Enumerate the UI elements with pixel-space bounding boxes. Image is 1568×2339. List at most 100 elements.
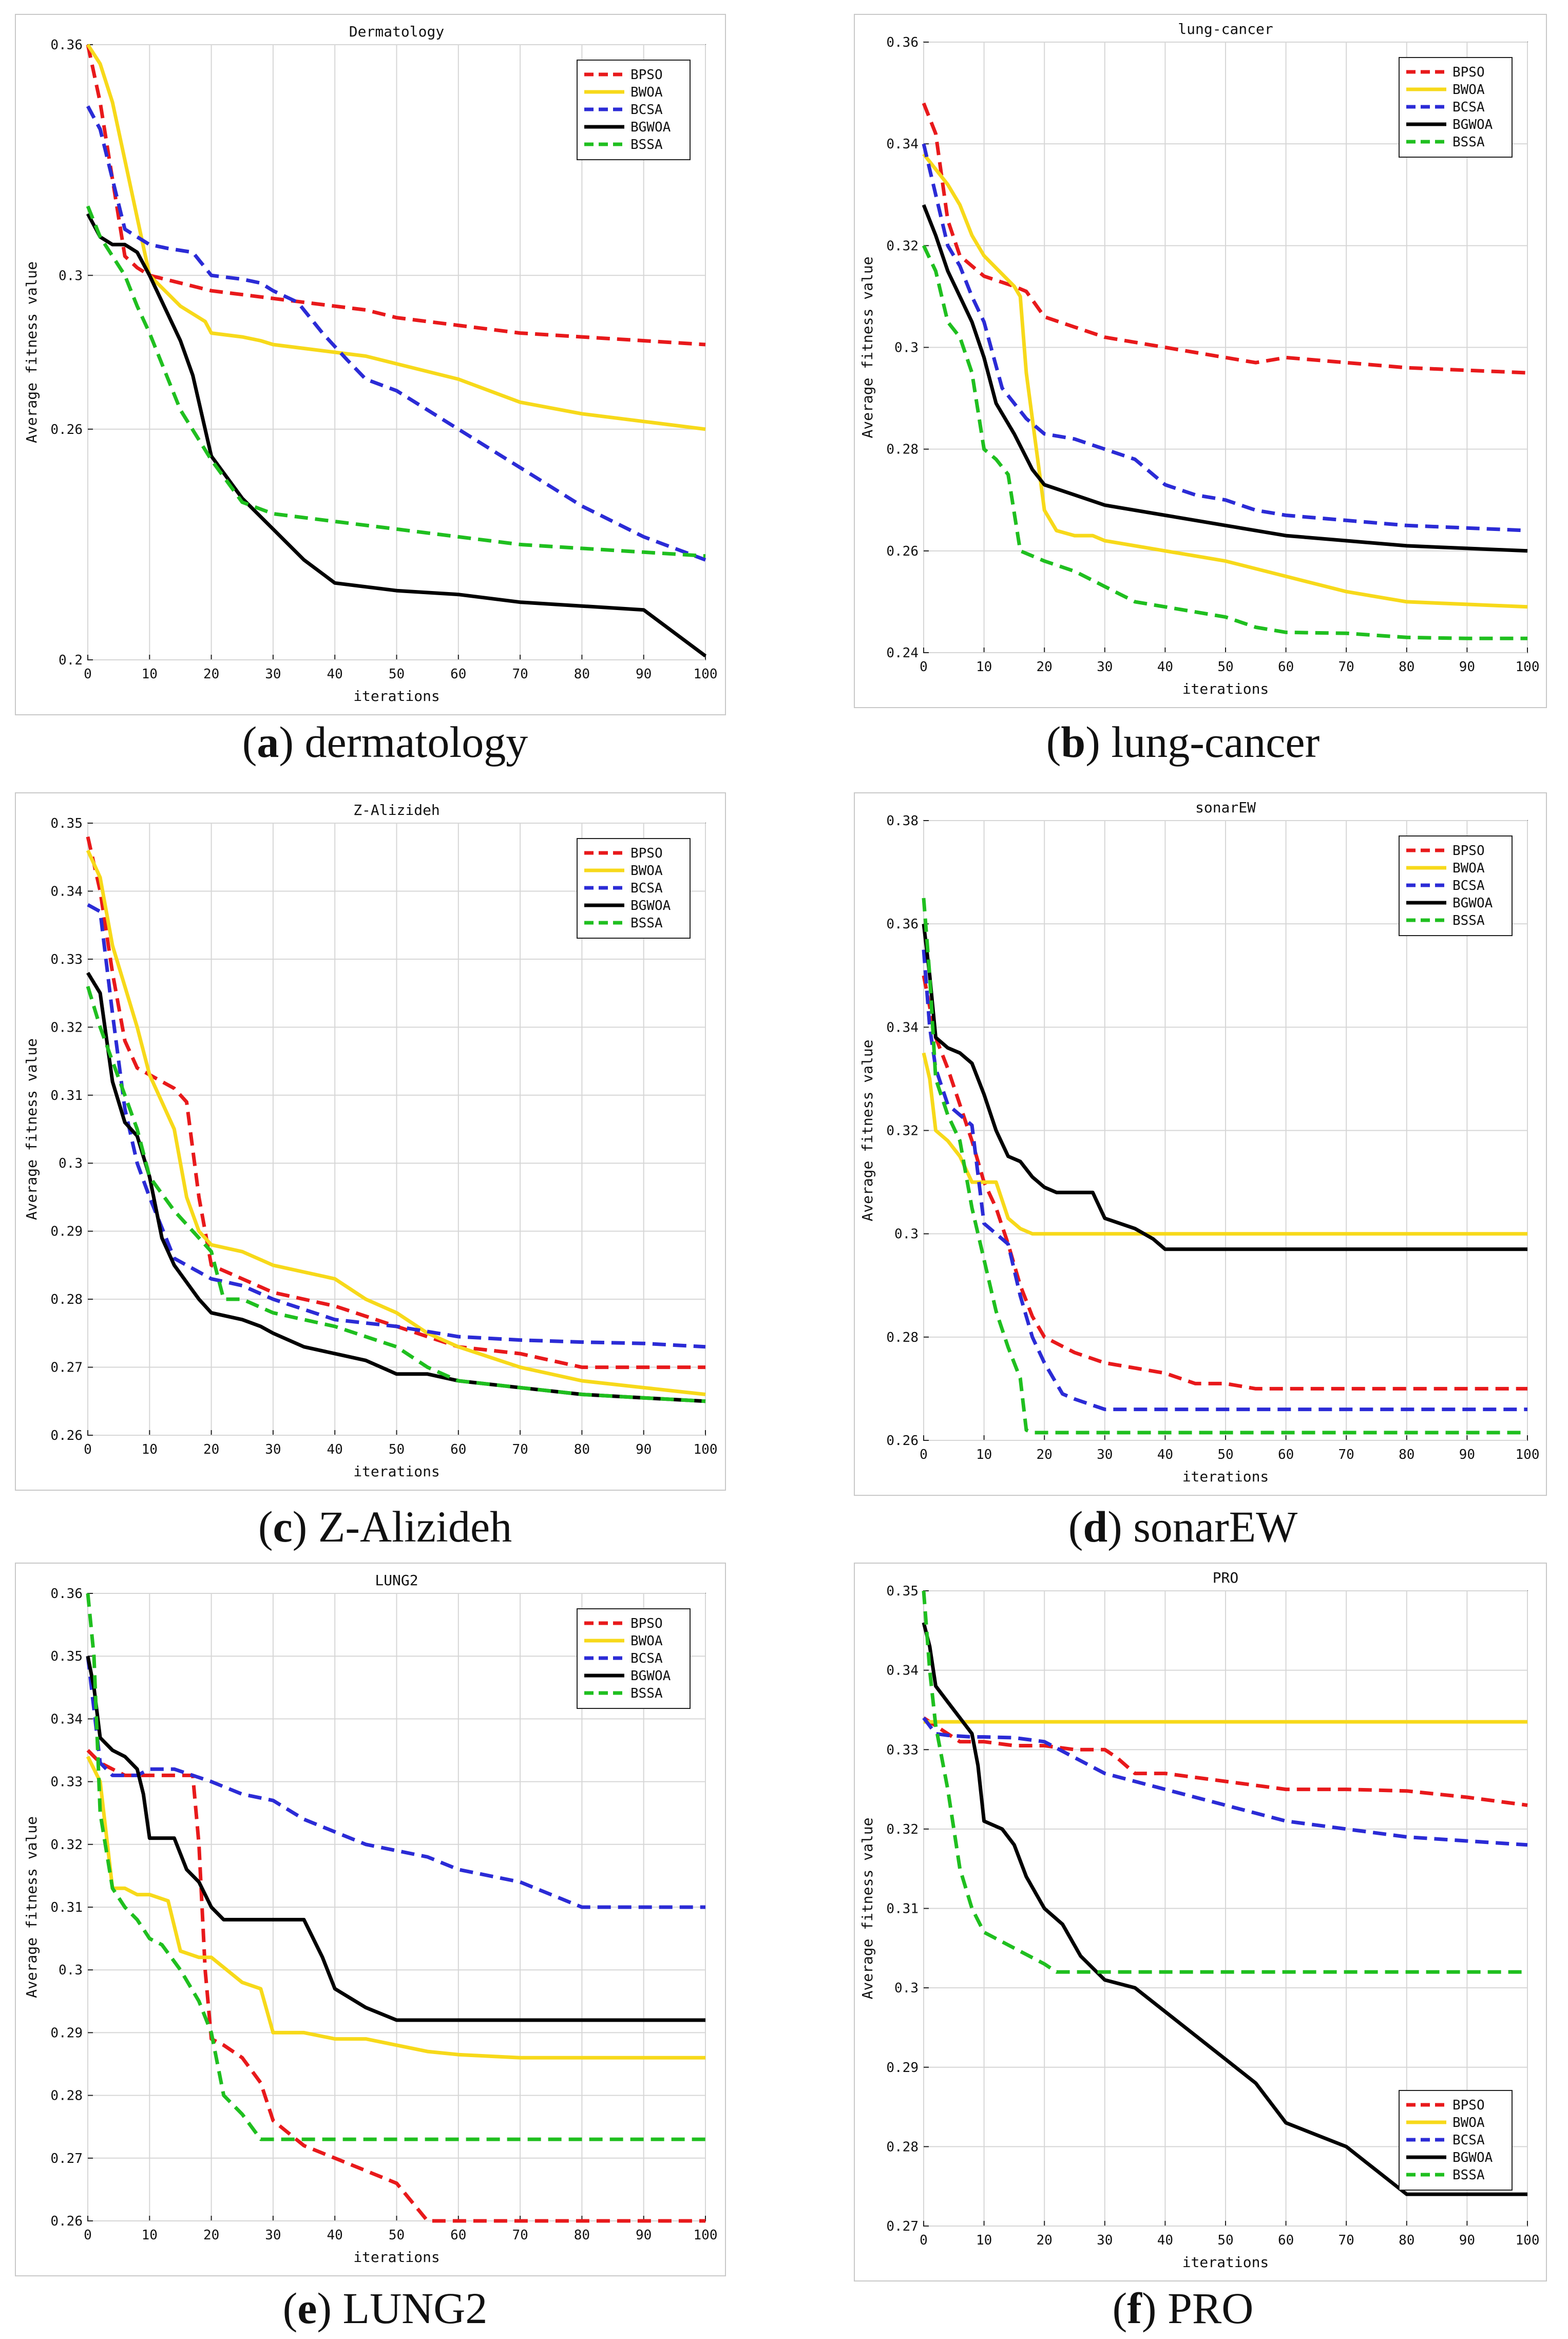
x-tick-label: 30: [265, 1442, 281, 1457]
y-tick-label: 0.26: [50, 2214, 83, 2229]
legend-box: [577, 60, 691, 160]
chart-svg-lung-cancer: 0 10 20 30 40 50 60 70 80 90 100 0.24 0.26 0.28 0.3 0.3…: [854, 14, 1547, 708]
series-line-bssa: [86, 985, 706, 1403]
series-line-bpso: [922, 975, 1527, 1391]
x-tick-label: 80: [574, 1442, 590, 1457]
x-tick-label: 90: [1459, 659, 1475, 675]
x-tick-label: 90: [1459, 2233, 1475, 2248]
series-line-bgwoa: [86, 1656, 705, 2022]
x-tick-label: 50: [1217, 2233, 1233, 2248]
legend-label-bgwoa: BGWOA: [630, 1668, 671, 1684]
x-tick-label: 60: [1278, 1447, 1294, 1462]
series-line-bssa: [86, 205, 706, 558]
y-tick-label: 0.32: [886, 1822, 919, 1837]
x-tick-label: 30: [1097, 2233, 1113, 2248]
x-tick-label: 10: [142, 667, 158, 682]
series-line-bcsa: [922, 1717, 1528, 1847]
chart-panel-lung-cancer: 0 10 20 30 40 50 60 70 80 90 100 0.24 0.26 0.28 0.3 0.3…: [854, 14, 1547, 708]
chart-svg-pro: 0 10 20 30 40 50 60 70 80 90 100 0.27 0.28 0.29 0.3 0.3…: [854, 1563, 1547, 2281]
legend-box: [1399, 835, 1513, 936]
x-tick-label: 40: [327, 667, 343, 682]
x-tick-label: 0: [920, 1447, 928, 1462]
x-tick-label: 70: [512, 2228, 528, 2243]
series-line-bpso: [86, 836, 705, 1370]
y-axis-label: Average fitness value: [23, 1038, 40, 1220]
x-tick-label: 20: [203, 667, 219, 682]
y-tick-label: 0.27: [886, 2219, 919, 2234]
legend-label-bssa: BSSA: [630, 1686, 663, 1701]
caption-sonarew: (d) sonarEW: [1068, 1502, 1298, 1551]
x-tick-label: 60: [1278, 659, 1294, 675]
y-axis-label: Average fitness value: [23, 261, 40, 443]
x-tick-label: 10: [142, 1442, 158, 1457]
y-tick-label: 0.36: [886, 35, 919, 50]
legend-label-bwoa: BWOA: [1452, 861, 1485, 876]
x-tick-label: 50: [1217, 659, 1233, 675]
y-tick-label: 0.34: [50, 884, 83, 899]
y-tick-label: 0.32: [886, 238, 919, 254]
series-line-bpso: [86, 1749, 705, 2223]
y-tick-label: 0.3: [894, 1227, 919, 1242]
legend-label-bgwoa: BGWOA: [630, 120, 671, 135]
x-tick-label: 80: [574, 2228, 590, 2243]
x-tick-label: 100: [694, 2228, 718, 2243]
chart-panel-pro: 0 10 20 30 40 50 60 70 80 90 100 0.27 0.28 0.29 0.3 0.3…: [854, 1563, 1547, 2281]
series-line-bwoa: [922, 1052, 1527, 1236]
y-axis-label: Average fitness value: [859, 1817, 876, 1999]
x-axis-label: iterations: [1182, 680, 1269, 697]
legend-label-bcsa: BCSA: [630, 881, 663, 896]
y-tick-label: 0.28: [886, 442, 919, 458]
y-tick-label: 0.32: [50, 1837, 83, 1853]
y-tick-label: 0.2: [59, 653, 83, 668]
x-tick-label: 0: [84, 2228, 92, 2243]
x-tick-label: 30: [1097, 1447, 1113, 1462]
x-tick-label: 10: [976, 2233, 992, 2248]
x-tick-label: 100: [1516, 2233, 1540, 2248]
legend-label-bwoa: BWOA: [630, 863, 663, 879]
legend-box: [1399, 2090, 1513, 2191]
x-tick-label: 0: [920, 2233, 928, 2248]
legend-label-bwoa: BWOA: [630, 1633, 663, 1649]
x-tick-label: 10: [976, 659, 992, 675]
chart-panel-sonarew: 0 10 20 30 40 50 60 70 80 90 100 0.26 0.28 0.3 0.32 0.3…: [854, 792, 1547, 1496]
chart-panel-z-alizideh: 0 10 20 30 40 50 60 70 80 90 100 0.26 0.27 0.28 0.29 0.…: [15, 792, 726, 1491]
x-tick-label: 20: [203, 1442, 219, 1457]
chart-title: Dermatology: [349, 23, 444, 40]
y-tick-label: 0.34: [886, 1663, 919, 1679]
series-line-bpso: [923, 1716, 1528, 1807]
x-axis-label: iterations: [353, 1463, 440, 1480]
y-tick-label: 0.26: [50, 1428, 83, 1443]
series-line-bwoa: [86, 44, 706, 431]
y-tick-label: 0.3: [894, 340, 919, 356]
y-tick-label: 0.32: [50, 1020, 83, 1035]
series-line-bssa: [922, 1590, 1527, 1974]
y-tick-label: 0.34: [50, 1712, 83, 1727]
x-tick-label: 50: [389, 1442, 405, 1457]
x-tick-label: 60: [450, 2228, 466, 2243]
x-tick-label: 30: [1097, 659, 1113, 675]
x-tick-label: 40: [1157, 2233, 1173, 2248]
caption-lung2: (e) LUNG2: [282, 2284, 488, 2333]
x-tick-label: 80: [574, 667, 590, 682]
y-tick-label: 0.29: [50, 2025, 83, 2041]
x-tick-label: 70: [1338, 659, 1354, 675]
legend: BPSO BWOA BCSA BGWOA BSSA: [1399, 2090, 1513, 2191]
x-tick-label: 70: [512, 1442, 528, 1457]
legend: BPSO BWOA BCSA BGWOA BSSA: [1399, 835, 1513, 936]
y-tick-label: 0.31: [50, 1088, 83, 1104]
series-line-bgwoa: [922, 923, 1527, 1251]
x-tick-label: 40: [327, 2228, 343, 2243]
series-line-bpso: [86, 44, 706, 347]
y-tick-label: 0.33: [50, 952, 83, 967]
legend-label-bwoa: BWOA: [1452, 82, 1485, 98]
x-tick-label: 50: [1217, 1447, 1233, 1462]
legend: BPSO BWOA BCSA BGWOA BSSA: [1399, 57, 1513, 158]
y-tick-label: 0.27: [50, 2151, 83, 2166]
legend-label-bcsa: BCSA: [1452, 878, 1485, 893]
legend-label-bssa: BSSA: [630, 137, 663, 153]
x-tick-label: 90: [1459, 1447, 1475, 1462]
x-tick-label: 80: [1399, 1447, 1414, 1462]
chart-title: sonarEW: [1195, 799, 1256, 816]
x-tick-label: 10: [142, 2228, 158, 2243]
legend-label-bpso: BPSO: [630, 1616, 663, 1631]
